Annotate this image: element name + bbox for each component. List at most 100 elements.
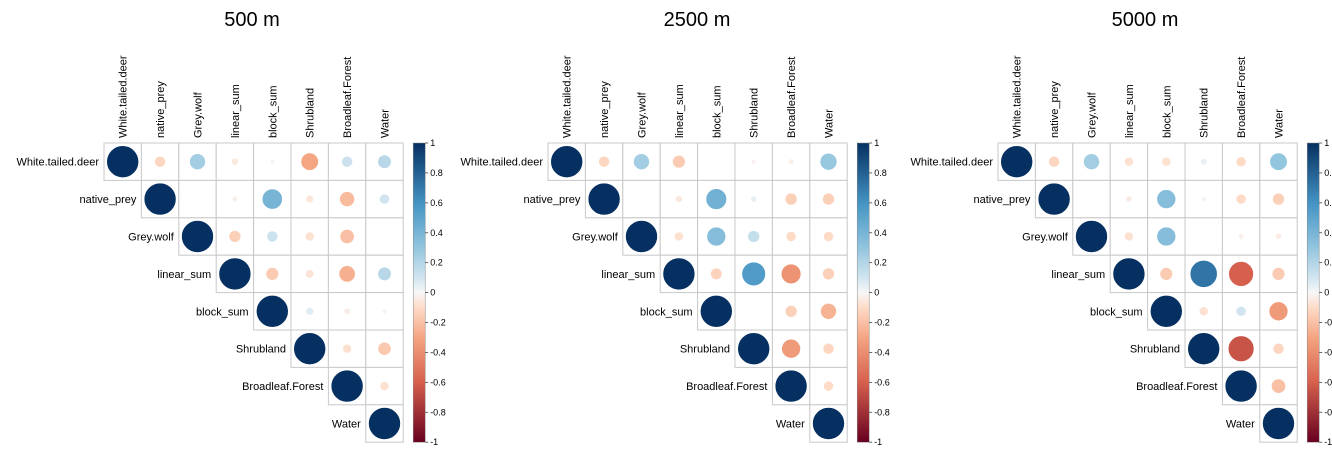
colorbar-tick-label: -0.2 [874,318,890,328]
column-label: linear_sum [674,84,686,138]
correlation-circle [774,369,808,403]
column-label: native_prey [1049,81,1061,138]
colorbar [412,142,426,443]
row-label: native_prey [80,194,137,206]
row-label: Shrubland [680,344,730,356]
correlation-circle [705,188,727,210]
grid-cell [622,179,661,219]
correlation-circle [550,145,584,178]
row-label: linear_sum [601,269,655,281]
row-label: Shrubland [1130,344,1180,356]
colorbar-tick-label: 0.6 [1324,198,1332,208]
correlation-circle [1272,192,1285,206]
correlation-circle [737,332,771,366]
correlation-circle [1124,156,1134,167]
correlation-circle [261,188,283,210]
row-label: White.tailed.deer [910,157,993,169]
correlation-circle [1189,260,1218,288]
correlation-circle [143,182,177,216]
row-label: block_sum [1090,306,1143,318]
correlation-circle [674,231,684,242]
correlation-circle [1275,233,1283,241]
correlation-circle [780,263,802,285]
correlation-circle [1037,182,1071,216]
row-label: Broadleaf.Forest [242,381,323,393]
correlation-circle [1159,267,1174,281]
column-label: Water [824,109,836,138]
colorbar-tick-label: 0.2 [430,258,443,268]
correlation-circle [1271,267,1286,281]
correlation-circle [1269,152,1288,171]
colorbar-tick-label: 0.6 [874,198,887,208]
correlation-circle [706,226,727,247]
correlation-circle [785,231,797,242]
correlation-circle [1198,306,1209,317]
row-label: linear_sum [157,269,211,281]
correlation-circle [106,145,139,178]
correlation-circle [1161,156,1172,167]
correlation-circle [625,220,658,253]
row-label: block_sum [640,306,693,318]
correlation-circle [1271,378,1286,394]
colorbar-tick-label: 0.4 [874,228,887,238]
column-label: Broadleaf.Forest [342,57,354,138]
correlation-circle [330,369,364,403]
correlation-circle [379,193,390,205]
row-label: Grey.wolf [128,232,175,244]
correlation-circle [1200,158,1208,166]
colorbar-tick-label: -1 [1324,437,1332,447]
correlation-circle [1125,195,1133,203]
row-label: Grey.wolf [572,232,619,244]
colorbar-tick-label: 0.2 [874,258,887,268]
row-label: White.tailed.deer [460,157,543,169]
correlation-circle [377,341,392,356]
colorbar-tick-label: -0.6 [874,377,890,387]
colorbar-tick-label: 0 [430,288,435,298]
colorbar-tick-label: 0.8 [430,168,443,178]
column-label: block_sum [267,85,279,138]
column-label: native_prey [155,81,167,138]
correlation-circle [633,153,650,170]
correlation-circle [1272,342,1285,355]
correlation-circle [710,267,723,280]
grid-cell [734,292,773,331]
row-label: Water [1226,419,1255,431]
correlation-circle [342,343,352,354]
column-label: Grey.wolf [1087,91,1099,138]
correlation-circle [189,153,206,170]
colorbar-tick-label: 0 [874,288,879,298]
colorbar-tick-label: -1 [430,437,438,447]
grid-cell [697,142,736,181]
correlation-circle [377,266,392,281]
row-label: native_prey [974,194,1031,206]
colorbar-tick-label: -1 [874,437,882,447]
correlation-circle [1268,301,1289,322]
grid-cell [365,142,404,181]
correlation-circle [379,381,390,391]
correlation-circle [265,267,279,281]
correlation-circle [154,155,166,168]
correlation-circle [1235,156,1247,168]
correlation-circle [300,152,319,171]
correlation-circle [1150,294,1183,328]
colorbar-tick-label: 0.6 [430,198,443,208]
correlation-circle [255,294,289,328]
correlation-circle [231,196,238,203]
correlation-circle [181,220,214,253]
correlation-circle [305,269,315,279]
row-label: linear_sum [1051,269,1105,281]
grid-cell [809,329,848,368]
correlation-circle [823,231,834,242]
correlation-circle [784,192,798,206]
correlation-circle [812,407,845,440]
colorbar-tick-label: 0.8 [874,168,887,178]
correlation-circle [1000,145,1034,178]
correlation-circle [1187,332,1220,366]
column-label: Shrubland [749,88,761,138]
row-label: Water [776,419,805,431]
correlation-circle [675,195,683,203]
correlation-circle [1238,233,1245,240]
correlation-circle [1235,305,1247,317]
correlation-circle [823,380,834,392]
